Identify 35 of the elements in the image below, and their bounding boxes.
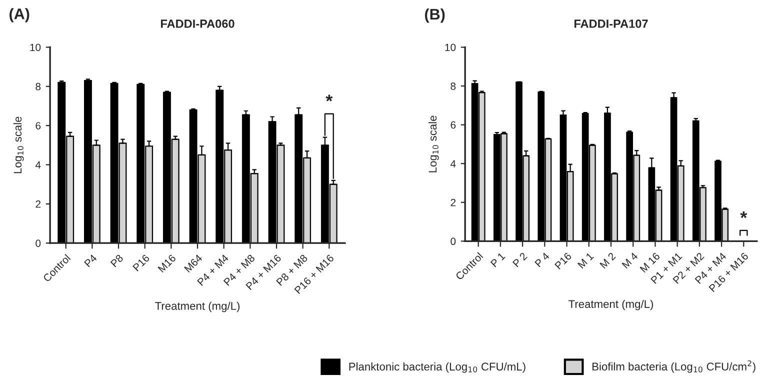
x-tick-label: P4 <box>84 254 98 268</box>
y-tick-label: 2 <box>450 198 456 206</box>
y-tick-label: 2 <box>36 200 40 208</box>
chart-title: FADDI-PA107 <box>574 20 648 28</box>
y-tick-label: 6 <box>36 122 41 130</box>
x-tick-label: P8 <box>110 254 124 268</box>
chart-title: FADDI-PA060 <box>161 20 234 28</box>
x-tick-label: M 16 <box>640 252 660 273</box>
x-axis-title: Treatment (mg/L) <box>568 300 654 310</box>
annotation: * <box>740 211 748 218</box>
annotation: * <box>326 94 333 102</box>
y-axis-title: Log$_{10}$ scale <box>13 116 24 174</box>
y-tick-label: 4 <box>450 160 456 168</box>
y-tick-label: 0 <box>450 238 456 246</box>
y-tick-label: 8 <box>36 82 41 90</box>
y-tick-label: 0 <box>36 240 41 247</box>
legend-label: Biofilm bacteria (Log$_{10}$ CFU/cm$^{2}$) <box>592 360 756 373</box>
text: (A) <box>10 8 30 22</box>
y-tick-label: 8 <box>450 82 456 90</box>
x-tick-label: P 2 <box>512 252 528 268</box>
x-tick-label: P16 <box>554 252 572 270</box>
y-tick-label: 10 <box>30 44 41 52</box>
x-tick-label: M 2 <box>600 252 616 269</box>
x-tick-label: P 1 <box>490 252 506 268</box>
x-tick-label: P 4 <box>534 252 550 268</box>
legend-label: Planktonic bacteria (Log$_{10}$ CFU/mL) <box>349 362 526 373</box>
x-tick-label: P16 <box>132 254 150 272</box>
x-tick-label: M 4 <box>622 252 638 269</box>
y-axis-title: Log$_{10}$ scale <box>428 116 439 172</box>
text: (B) <box>424 8 445 23</box>
x-axis-title: Treatment (mg/L) <box>155 302 240 312</box>
x-tick-label: M 1 <box>577 252 594 269</box>
y-tick-label: 6 <box>450 121 456 129</box>
y-tick-label: 10 <box>445 44 456 52</box>
y-tick-label: 4 <box>35 161 41 169</box>
